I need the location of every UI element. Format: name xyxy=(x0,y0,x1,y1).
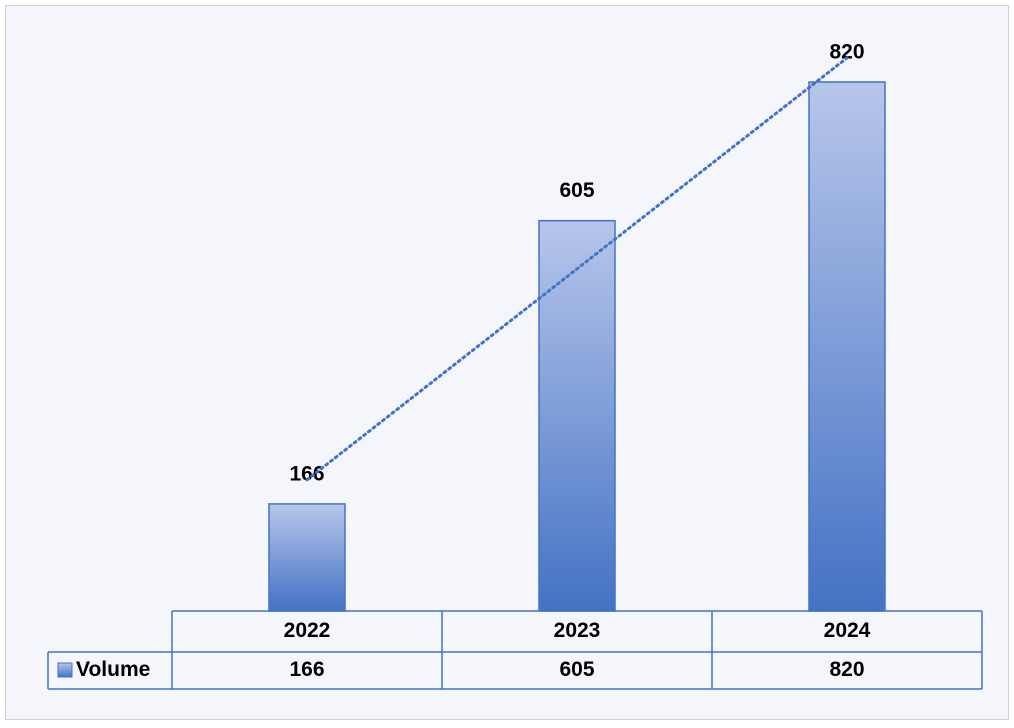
data-label: 605 xyxy=(559,179,594,202)
x-tick-label: 2022 xyxy=(284,619,331,642)
bar xyxy=(808,81,886,612)
data-label: 166 xyxy=(289,462,324,485)
legend-label: Volume xyxy=(76,658,150,681)
table-value: 605 xyxy=(559,658,594,681)
table-value: 166 xyxy=(289,658,324,681)
bar xyxy=(268,503,346,612)
x-tick-label: 2023 xyxy=(554,619,601,642)
data-label: 820 xyxy=(829,41,864,64)
x-tick-label: 2024 xyxy=(824,619,871,642)
bar xyxy=(538,219,616,612)
trendline xyxy=(305,56,849,482)
legend-swatch xyxy=(57,662,73,678)
table-value: 820 xyxy=(829,658,864,681)
